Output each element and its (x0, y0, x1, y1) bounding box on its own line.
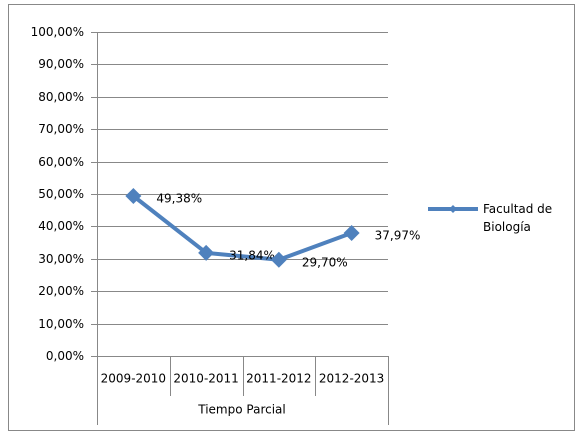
legend-label: Facultad de Biología (483, 202, 553, 234)
data-point (343, 224, 360, 241)
x-tick-label: 2011-2012 (246, 372, 311, 386)
data-label: 31,84% (229, 248, 275, 262)
data-label: 49,38% (156, 192, 202, 206)
data-point (270, 251, 287, 268)
x-tick-label: 2009-2010 (101, 372, 166, 386)
y-tick-label: 80,00% (38, 90, 84, 104)
chart-border (8, 4, 575, 431)
data-point (198, 244, 215, 261)
y-tick-label: 60,00% (38, 155, 84, 169)
y-tick-label: 20,00% (38, 284, 84, 298)
y-tick-label: 0,00% (46, 349, 84, 363)
data-label: 29,70% (302, 255, 348, 269)
y-tick-label: 70,00% (38, 122, 84, 136)
x-tick-label: 2012-2013 (319, 372, 384, 386)
y-tick-label: 40,00% (38, 219, 84, 233)
x-tick-label: 2010-2011 (173, 372, 238, 386)
legend-marker (449, 205, 457, 213)
y-tick-label: 30,00% (38, 252, 84, 266)
y-tick-label: 90,00% (38, 57, 84, 71)
y-tick-label: 100,00% (31, 25, 84, 39)
y-tick-label: 10,00% (38, 317, 84, 331)
series-line (132, 194, 353, 262)
data-point (125, 188, 142, 205)
y-tick-label: 50,00% (38, 187, 84, 201)
data-label: 37,97% (375, 228, 421, 242)
x-axis-label: Tiempo Parcial (197, 403, 285, 417)
